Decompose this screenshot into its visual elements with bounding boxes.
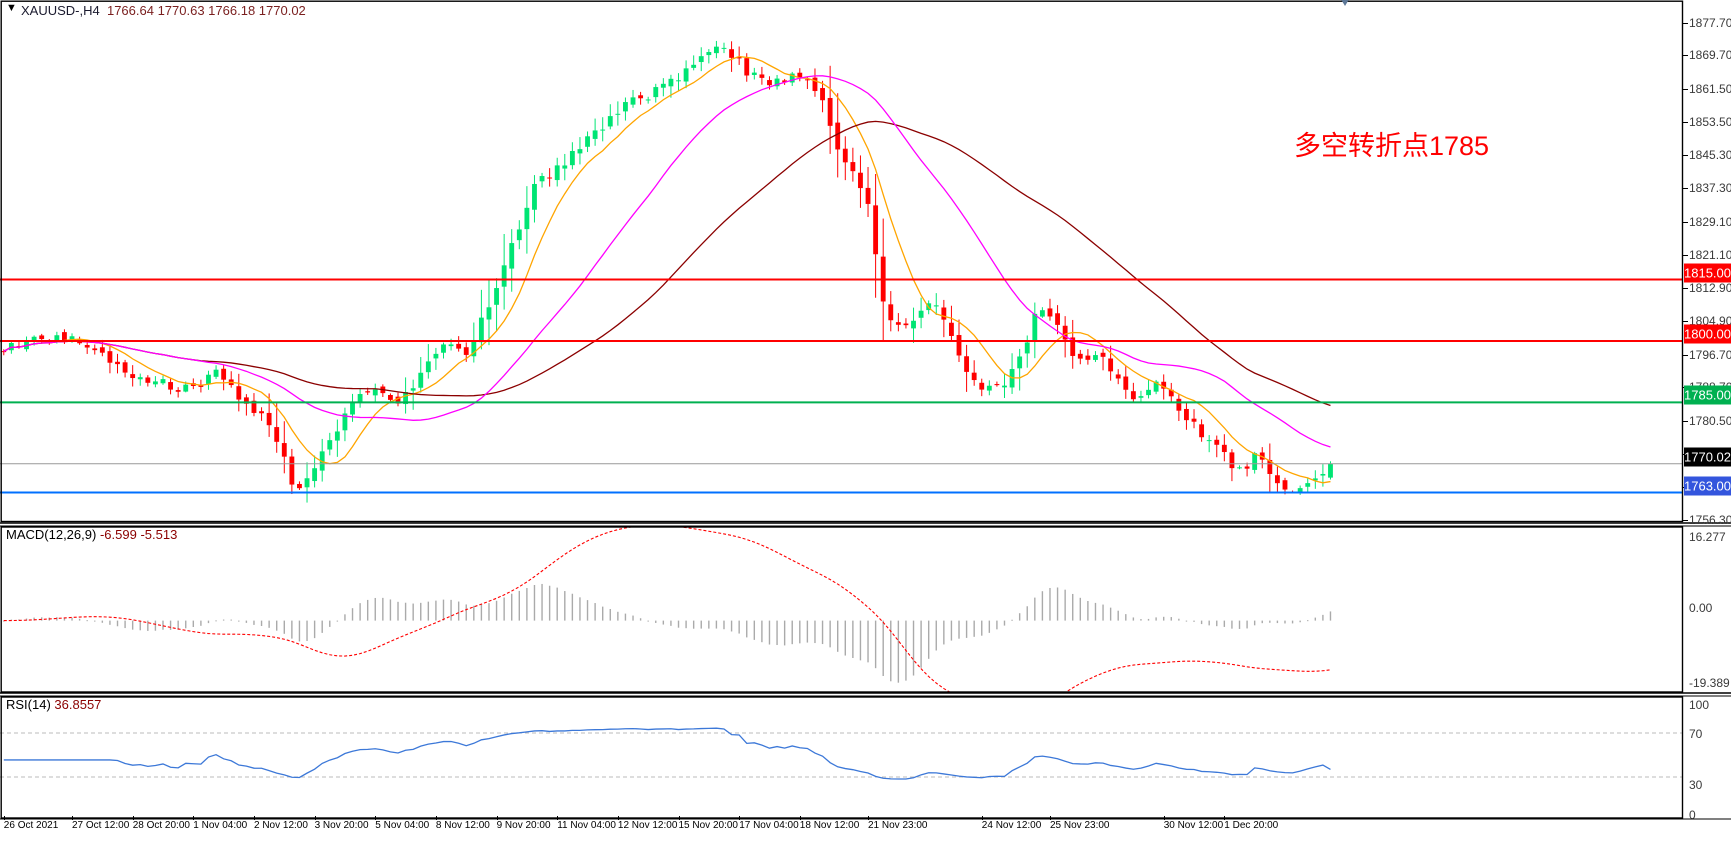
- svg-text:多空转折点1785: 多空转折点1785: [1294, 131, 1489, 161]
